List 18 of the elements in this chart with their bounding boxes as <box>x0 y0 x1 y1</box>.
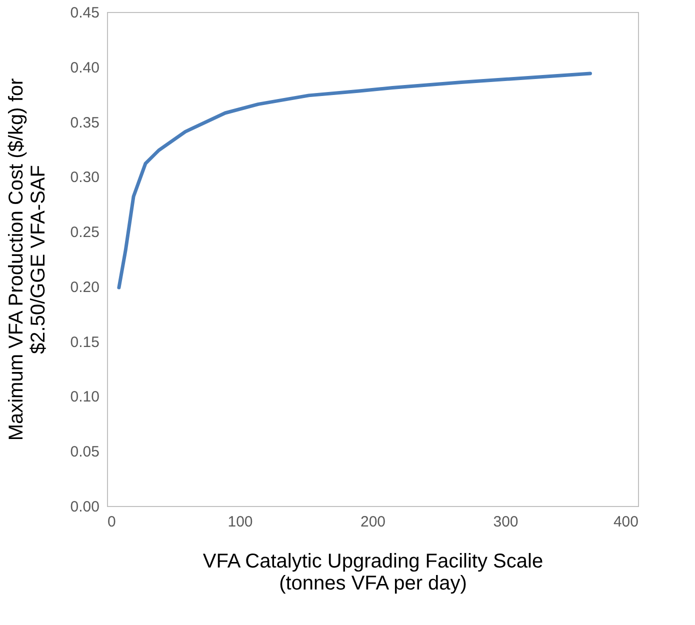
y-axis-title: Maximum VFA Production Cost ($/kg) for $2.50/GGE VFA-SAF <box>5 78 50 441</box>
x-tick-label: 400 <box>613 514 638 530</box>
x-tick-label: 0 <box>108 514 116 530</box>
x-tick-label: 100 <box>228 514 253 530</box>
y-tick-label: 0.35 <box>70 114 100 132</box>
x-tick-label: 300 <box>493 514 518 530</box>
y-tick-label: 0.25 <box>70 224 100 242</box>
y-tick-label: 0.30 <box>70 169 100 186</box>
y-tick-label: 0.45 <box>70 4 100 22</box>
y-tick-label: 0.15 <box>70 334 100 351</box>
y-tick-label: 0.10 <box>70 388 100 406</box>
y-tick-label: 0.40 <box>70 59 100 76</box>
y-tick-label: 0.00 <box>70 498 100 516</box>
x-tick-label: 200 <box>360 514 386 530</box>
y-tick-label: 0.05 <box>70 444 100 461</box>
line-series <box>117 72 592 290</box>
x-axis-title: VFA Catalytic Upgrading Facility Scale (tonnes VFA per day) <box>202 550 544 594</box>
y-tick-label: 0.20 <box>70 278 100 296</box>
